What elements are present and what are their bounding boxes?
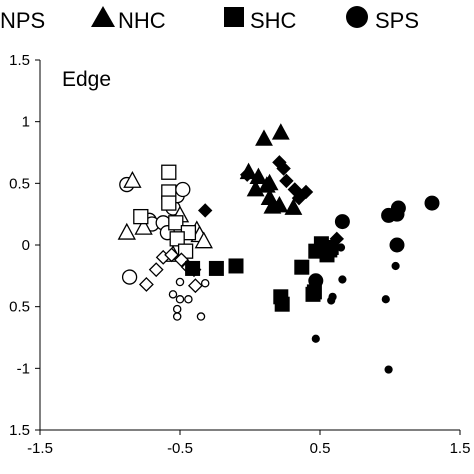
data-point-diamond-filled <box>197 203 213 218</box>
data-point-triangle-open <box>117 222 136 240</box>
data-point-square-open <box>169 231 185 247</box>
y-tick-label: 1.5 <box>9 422 30 439</box>
data-point-square-filled <box>185 260 201 276</box>
legend-label-shc: SHC <box>250 8 297 33</box>
data-point-circle-filled <box>334 214 350 230</box>
data-point-circle-filled <box>389 206 405 222</box>
data-point-circle-open <box>121 269 138 285</box>
y-axis-ticks: 1.5 1 0.5 0 0.5 -1 1.5 <box>9 52 40 439</box>
data-point-triangle-filled <box>249 167 268 185</box>
legend-marker-sps <box>346 6 368 28</box>
legend-marker-shc <box>224 7 244 27</box>
x-axis-ticks: -1.5 -0.5 0.5 1.5 <box>27 430 470 457</box>
data-point-square-filled <box>208 260 224 276</box>
data-point-triangle-open <box>123 171 142 188</box>
y-tick-label: -1 <box>17 360 30 377</box>
data-point-circle-filled <box>381 295 390 304</box>
data-point-diamond-open <box>138 277 154 292</box>
data-point-diamond-filled <box>239 167 255 182</box>
data-point-circle-filled <box>311 334 320 343</box>
data-point-diamond-filled <box>276 161 291 176</box>
data-markers <box>117 123 440 374</box>
data-point-circle-filled <box>327 296 336 305</box>
x-tick-label: 1.5 <box>450 440 471 457</box>
legend-label-nhc: NHC <box>118 8 166 33</box>
data-point-square-open <box>161 195 177 211</box>
data-point-square-filled <box>228 258 244 274</box>
data-point-circle-open <box>175 277 185 287</box>
legend-marker-nhc <box>91 6 115 27</box>
data-point-circle-open <box>184 295 193 304</box>
data-point-square-filled <box>294 259 310 275</box>
data-point-square-open <box>133 208 149 225</box>
y-tick-label: 1.5 <box>9 52 30 69</box>
panel-label: Edge <box>62 68 111 91</box>
data-point-diamond-open <box>164 247 180 263</box>
data-point-diamond-filled <box>291 190 307 206</box>
x-tick-label: 0.5 <box>310 440 331 457</box>
legend-label-sps: SPS <box>375 8 419 33</box>
data-point-triangle-filled <box>263 197 282 214</box>
data-point-triangle-filled <box>284 198 303 215</box>
data-point-circle-open <box>175 181 191 198</box>
data-point-triangle-filled <box>246 179 265 197</box>
data-point-circle-filled <box>338 275 347 284</box>
data-point-circle-open <box>196 312 206 321</box>
data-point-triangle-open <box>194 231 213 249</box>
data-point-diamond-filled <box>279 173 294 189</box>
data-point-circle-open <box>172 312 182 321</box>
y-tick-label: 1 <box>22 114 30 131</box>
data-point-diamond-open <box>187 278 203 294</box>
data-point-circle-filled <box>391 261 400 271</box>
data-point-circle-open <box>168 290 178 299</box>
data-point-circle-filled <box>384 365 393 374</box>
legend: NPS NHC SHC SPS <box>0 6 419 33</box>
data-point-circle-open <box>200 278 210 288</box>
y-tick-label: 0 <box>22 237 30 254</box>
data-point-square-filled <box>323 239 339 255</box>
data-point-triangle-filled <box>271 123 290 140</box>
data-point-circle-filled <box>389 237 405 253</box>
data-point-circle-filled <box>424 195 440 211</box>
legend-label-nps: NPS <box>0 8 45 33</box>
data-point-triangle-filled <box>255 129 273 146</box>
y-tick-label: 0.5 <box>9 299 30 316</box>
data-point-circle-filled <box>308 273 324 289</box>
data-point-diamond-open <box>173 252 189 268</box>
data-point-square-filled <box>274 296 290 312</box>
data-point-triangle-open <box>134 217 153 235</box>
data-point-diamond-open <box>148 262 164 278</box>
data-point-circle-open <box>172 304 182 314</box>
data-point-circle-open <box>175 295 185 304</box>
y-tick-label: 0.5 <box>9 175 30 192</box>
data-point-square-open <box>161 164 177 180</box>
data-point-circle-filled <box>336 243 346 252</box>
data-point-square-open <box>168 215 184 231</box>
x-tick-label: -0.5 <box>167 440 193 457</box>
x-tick-label: -1.5 <box>27 440 53 457</box>
